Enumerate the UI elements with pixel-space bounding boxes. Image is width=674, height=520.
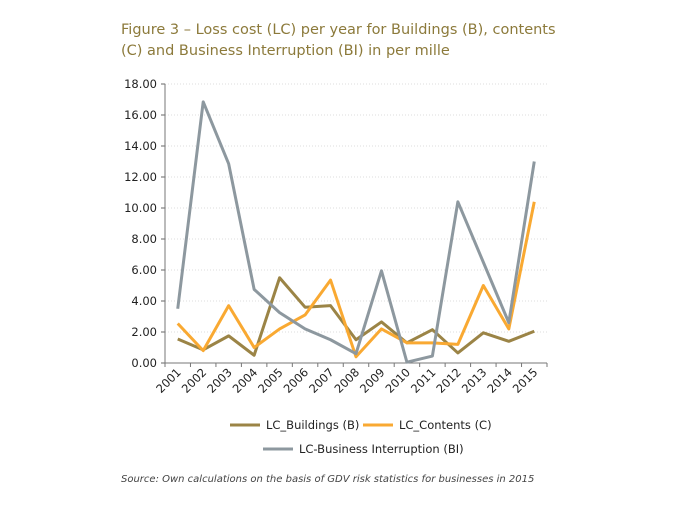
x-tick-label: 2008 — [332, 365, 363, 396]
x-tick-label: 2005 — [255, 365, 286, 396]
x-tick-label: 2015 — [510, 365, 541, 396]
y-tick-label: 2.00 — [131, 325, 157, 339]
x-tick-label: 2010 — [382, 365, 413, 396]
x-tick-label: 2003 — [204, 365, 235, 396]
x-tick-label: 2002 — [179, 365, 210, 396]
line-chart: 0.00 2.00 4.00 6.00 8.00 10.00 12.00 14.00 16.00… — [124, 77, 548, 456]
x-tick-label: 2007 — [306, 365, 337, 396]
y-tick-label: 12.00 — [124, 170, 157, 184]
y-tick-label: 8.00 — [131, 232, 157, 246]
x-tick-label: 2014 — [484, 365, 515, 396]
chart-title: Figure 3 – Loss cost (LC) per year for B… — [121, 22, 556, 59]
y-tick-label: 6.00 — [131, 263, 157, 277]
y-tick-label: 10.00 — [124, 201, 157, 215]
source-note: Source: Own calculations on the basis of… — [121, 474, 535, 485]
y-tick-label: 18.00 — [124, 77, 157, 91]
y-tick-label: 0.00 — [131, 356, 157, 370]
x-tick-label: 2009 — [357, 365, 388, 396]
y-tick-label: 16.00 — [124, 108, 157, 122]
legend-label: LC_Contents (C) — [399, 418, 492, 432]
y-tick-label: 14.00 — [124, 139, 157, 153]
x-tick-label: 2011 — [408, 365, 439, 396]
legend-label: LC_Buildings (B) — [266, 418, 359, 432]
x-tick-label: 2012 — [433, 365, 464, 396]
y-tick-label: 4.00 — [131, 294, 157, 308]
x-tick-label: 2013 — [459, 365, 490, 396]
series-line-lc-contents-c- — [176, 201, 536, 359]
legend-label: LC-Business Interruption (BI) — [299, 442, 464, 456]
series-line-lc-buildings-b- — [177, 276, 535, 357]
x-tick-label: 2006 — [281, 365, 312, 396]
x-tick-label: 2001 — [153, 365, 184, 396]
series-line-lc-business-interruption-bi- — [176, 100, 536, 364]
x-tick-label: 2004 — [230, 365, 261, 396]
